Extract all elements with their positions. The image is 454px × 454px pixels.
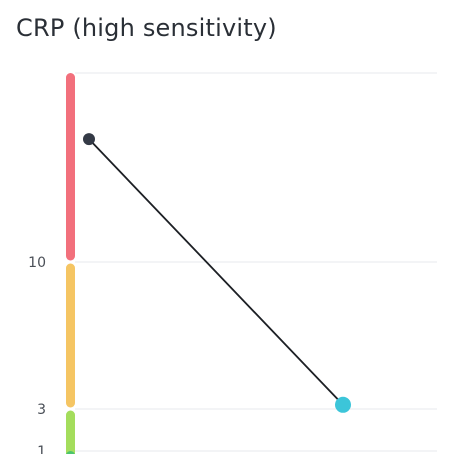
- range-segment-0-3: [66, 410, 75, 454]
- range-segment-3-10: [66, 263, 75, 408]
- range-segment-below: [66, 451, 75, 454]
- y-tick-label-3: 3: [37, 402, 46, 418]
- y-tick-label-10: 10: [28, 255, 46, 271]
- y-tick-label-1: 1: [37, 444, 46, 454]
- gridlines: [75, 72, 437, 452]
- range-segment-10-20: [66, 73, 75, 261]
- data-series: [83, 133, 351, 413]
- series-line: [88, 138, 344, 406]
- data-point-2: [335, 396, 351, 413]
- reference-range-bar: [66, 73, 75, 454]
- y-axis-ticks: 1 3 10: [28, 255, 46, 454]
- chart-title: CRP (high sensitivity): [16, 14, 277, 42]
- data-point-1: [83, 133, 95, 146]
